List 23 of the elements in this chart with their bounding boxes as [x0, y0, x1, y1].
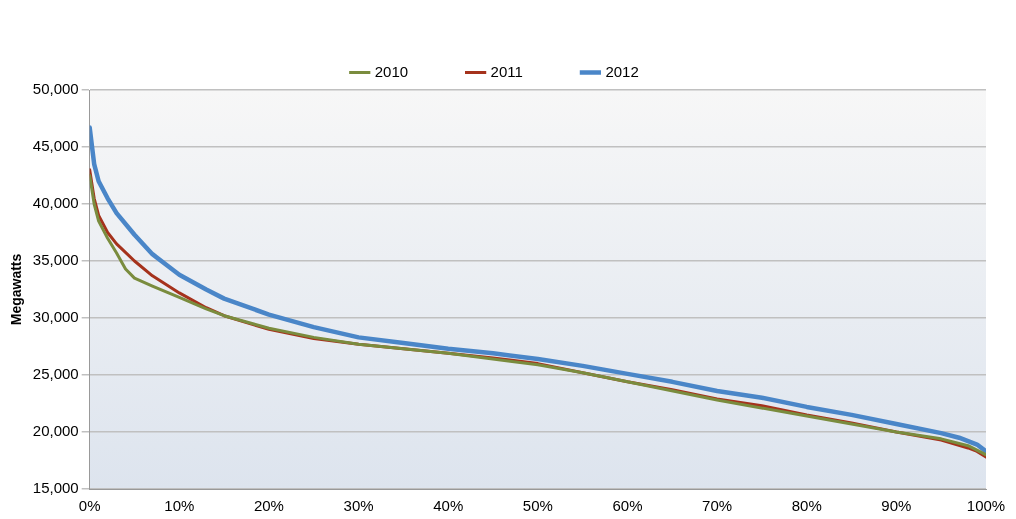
x-tick-label: 60% — [612, 497, 643, 515]
x-tick-label: 40% — [433, 497, 464, 515]
y-tick-label: 20,000 — [32, 422, 79, 440]
y-tick-label: 15,000 — [32, 479, 79, 497]
x-tick-label: 70% — [702, 497, 733, 515]
legend-label: 2010 — [374, 62, 409, 80]
x-tick-label: 10% — [164, 497, 195, 515]
y-tick-label: 50,000 — [32, 80, 79, 98]
y-tick-label: 35,000 — [32, 251, 79, 269]
y-tick-label: 45,000 — [32, 137, 79, 155]
x-tick-label: 80% — [791, 497, 822, 515]
legend-label: 2012 — [605, 62, 639, 80]
x-tick-label: 50% — [522, 497, 553, 515]
y-tick-label: 25,000 — [32, 365, 79, 383]
y-tick-label: 30,000 — [32, 308, 79, 326]
x-tick-label: 30% — [343, 497, 374, 515]
y-axis-title: Megawatts — [8, 253, 25, 326]
y-tick-label: 40,000 — [32, 194, 79, 212]
x-tick-label: 0% — [78, 497, 101, 515]
legend-label: 2011 — [490, 62, 523, 80]
x-tick-label: 90% — [881, 497, 912, 515]
x-tick-label: 100% — [966, 497, 1006, 515]
x-tick-label: 20% — [253, 497, 284, 515]
